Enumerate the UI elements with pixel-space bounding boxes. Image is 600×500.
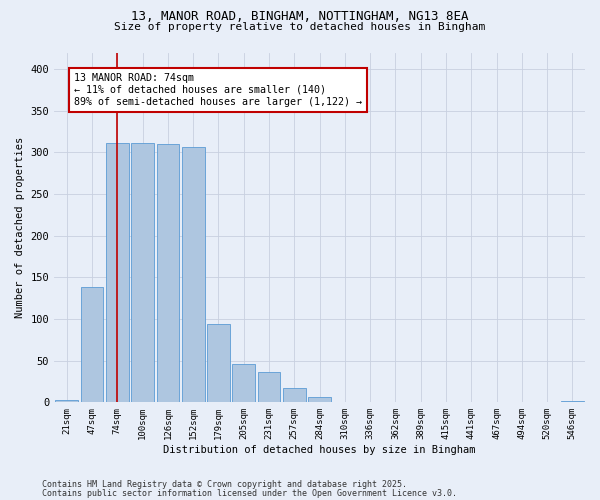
- Bar: [131, 144, 154, 402]
- Bar: [232, 364, 255, 403]
- Bar: [257, 372, 280, 402]
- Bar: [182, 146, 205, 402]
- Text: Contains HM Land Registry data © Crown copyright and database right 2025.: Contains HM Land Registry data © Crown c…: [42, 480, 407, 489]
- Bar: [55, 400, 78, 402]
- Bar: [207, 324, 230, 402]
- Y-axis label: Number of detached properties: Number of detached properties: [15, 137, 25, 318]
- Bar: [561, 400, 584, 402]
- Text: Contains public sector information licensed under the Open Government Licence v3: Contains public sector information licen…: [42, 489, 457, 498]
- Bar: [106, 144, 129, 402]
- Bar: [283, 388, 305, 402]
- Bar: [157, 144, 179, 403]
- Text: 13 MANOR ROAD: 74sqm
← 11% of detached houses are smaller (140)
89% of semi-deta: 13 MANOR ROAD: 74sqm ← 11% of detached h…: [74, 74, 362, 106]
- X-axis label: Distribution of detached houses by size in Bingham: Distribution of detached houses by size …: [163, 445, 476, 455]
- Bar: [81, 286, 103, 403]
- Bar: [308, 398, 331, 402]
- Text: Size of property relative to detached houses in Bingham: Size of property relative to detached ho…: [115, 22, 485, 32]
- Text: 13, MANOR ROAD, BINGHAM, NOTTINGHAM, NG13 8EA: 13, MANOR ROAD, BINGHAM, NOTTINGHAM, NG1…: [131, 10, 469, 23]
